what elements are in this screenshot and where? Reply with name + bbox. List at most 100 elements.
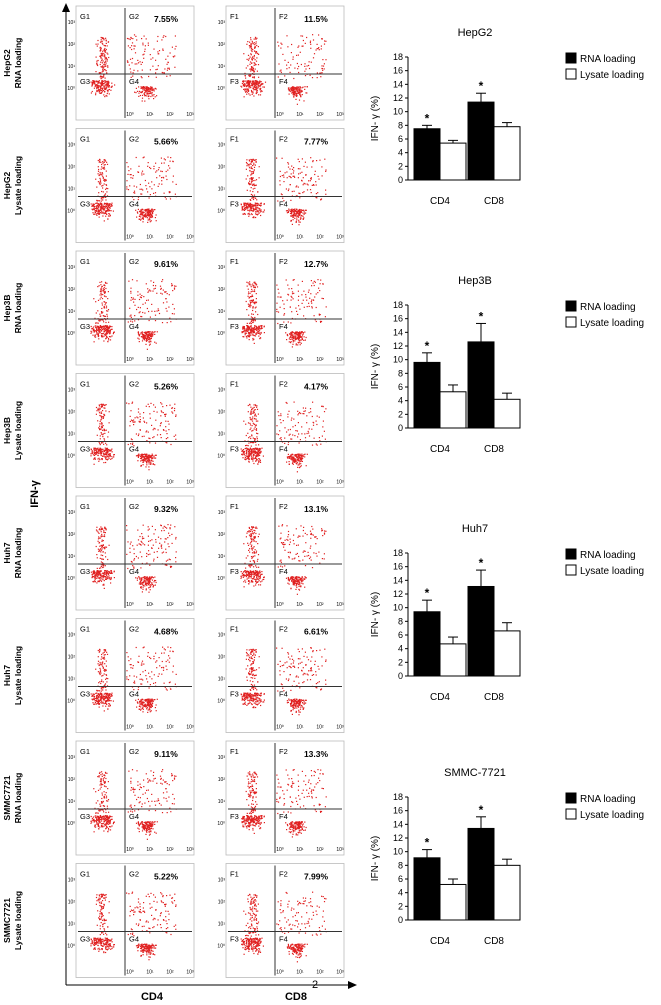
- flow-dot: [243, 84, 246, 86]
- flow-dot: [175, 557, 177, 559]
- flow-dot: [140, 76, 142, 78]
- flow-dot: [321, 405, 323, 407]
- flow-dot: [106, 202, 108, 204]
- flow-dot: [102, 212, 104, 214]
- flow-dot: [144, 454, 146, 456]
- flow-dot: [248, 74, 250, 76]
- quadrant-label-g3: G3: [80, 77, 90, 86]
- flow-dot: [141, 591, 143, 593]
- flow-dot: [93, 80, 95, 82]
- flow-dot: [253, 84, 255, 86]
- flow-dot: [143, 35, 145, 37]
- flow-dot: [325, 306, 327, 308]
- flow-dot: [109, 449, 111, 451]
- flow-dot: [263, 211, 265, 213]
- flow-dot: [148, 456, 150, 458]
- flow-dot: [257, 211, 259, 213]
- flow-dot: [164, 413, 166, 416]
- flow-dot: [100, 92, 102, 94]
- flow-dot: [283, 314, 285, 316]
- flow-dot: [255, 284, 257, 286]
- flow-dot: [291, 288, 293, 290]
- flow-dot: [292, 343, 294, 345]
- flow-dot: [105, 461, 107, 464]
- flow-dot: [103, 220, 105, 222]
- quadrant-label-g4: G4: [129, 322, 139, 331]
- flow-dot: [252, 429, 254, 432]
- flow-dot: [109, 455, 111, 457]
- flow-dot: [249, 203, 251, 205]
- flow-dot: [99, 63, 101, 66]
- flow-dot: [296, 210, 298, 212]
- flow-dot: [248, 81, 251, 83]
- flow-dot: [306, 86, 308, 88]
- flow-dot: [97, 159, 99, 162]
- flow-dot: [105, 457, 107, 459]
- flow-dot: [101, 185, 103, 187]
- flow-dot: [104, 91, 106, 93]
- flow-dot: [251, 177, 253, 179]
- flow-dot: [259, 84, 262, 86]
- flow-dot: [298, 462, 300, 464]
- flow-dot: [298, 219, 300, 221]
- flow-dot: [312, 39, 315, 41]
- flow-dot: [106, 310, 108, 312]
- flow-dot: [105, 332, 107, 334]
- flow-dot: [142, 311, 144, 314]
- flow-dot: [101, 80, 103, 82]
- flow-dot: [281, 194, 283, 196]
- flow-dot: [166, 405, 168, 407]
- flow-dot: [296, 331, 299, 333]
- flow-dot: [101, 558, 103, 560]
- flow-dot: [138, 165, 140, 167]
- flow-dot: [105, 94, 107, 97]
- flow-dot: [148, 290, 150, 292]
- flow-dot: [137, 539, 140, 541]
- flow-dot: [255, 83, 257, 85]
- flow-dot: [160, 170, 162, 172]
- flow-dot: [100, 57, 102, 59]
- flow-dot: [252, 460, 254, 462]
- flow-dot: [301, 454, 303, 456]
- flow-dot: [149, 215, 151, 217]
- flow-dot: [251, 168, 253, 170]
- flow-dot: [146, 461, 148, 463]
- flow-dot: [322, 298, 324, 300]
- flow-dot: [150, 214, 152, 216]
- flow-dot: [251, 328, 253, 330]
- flow-dot: [100, 202, 102, 204]
- flow-dot: [175, 414, 177, 416]
- flow-dot: [254, 438, 257, 440]
- flow-dot: [101, 81, 103, 83]
- flow-dot: [244, 72, 246, 74]
- flow-dot: [257, 207, 259, 209]
- flow-dot: [141, 331, 143, 333]
- flow-dot: [137, 332, 140, 334]
- flow-dot: [103, 329, 105, 331]
- flow-dot: [304, 456, 306, 458]
- axis-tick-label: 10⁰: [67, 454, 75, 460]
- flow-dot: [290, 458, 292, 460]
- flow-dot: [255, 88, 257, 90]
- flow-dot: [142, 459, 144, 461]
- flow-dot: [254, 457, 257, 459]
- flow-dot: [298, 88, 301, 90]
- flow-dot: [254, 204, 256, 207]
- flow-dot: [175, 438, 177, 440]
- flow-dot: [106, 454, 108, 456]
- flow-dot: [255, 328, 258, 330]
- flow-dot: [319, 314, 321, 316]
- flow-dot: [134, 45, 136, 47]
- flow-dot: [98, 404, 100, 406]
- flow-dot: [242, 457, 244, 459]
- flow-dot: [149, 338, 151, 340]
- flow-dot: [251, 450, 253, 452]
- quadrant-label-g2: G2: [129, 502, 139, 511]
- flow-dot: [255, 202, 257, 204]
- flow-dot: [105, 179, 107, 181]
- flow-dot: [101, 91, 103, 93]
- flow-dot: [96, 554, 98, 556]
- flow-dot: [284, 427, 286, 429]
- flow-dot: [103, 83, 105, 85]
- flow-dot: [248, 85, 250, 87]
